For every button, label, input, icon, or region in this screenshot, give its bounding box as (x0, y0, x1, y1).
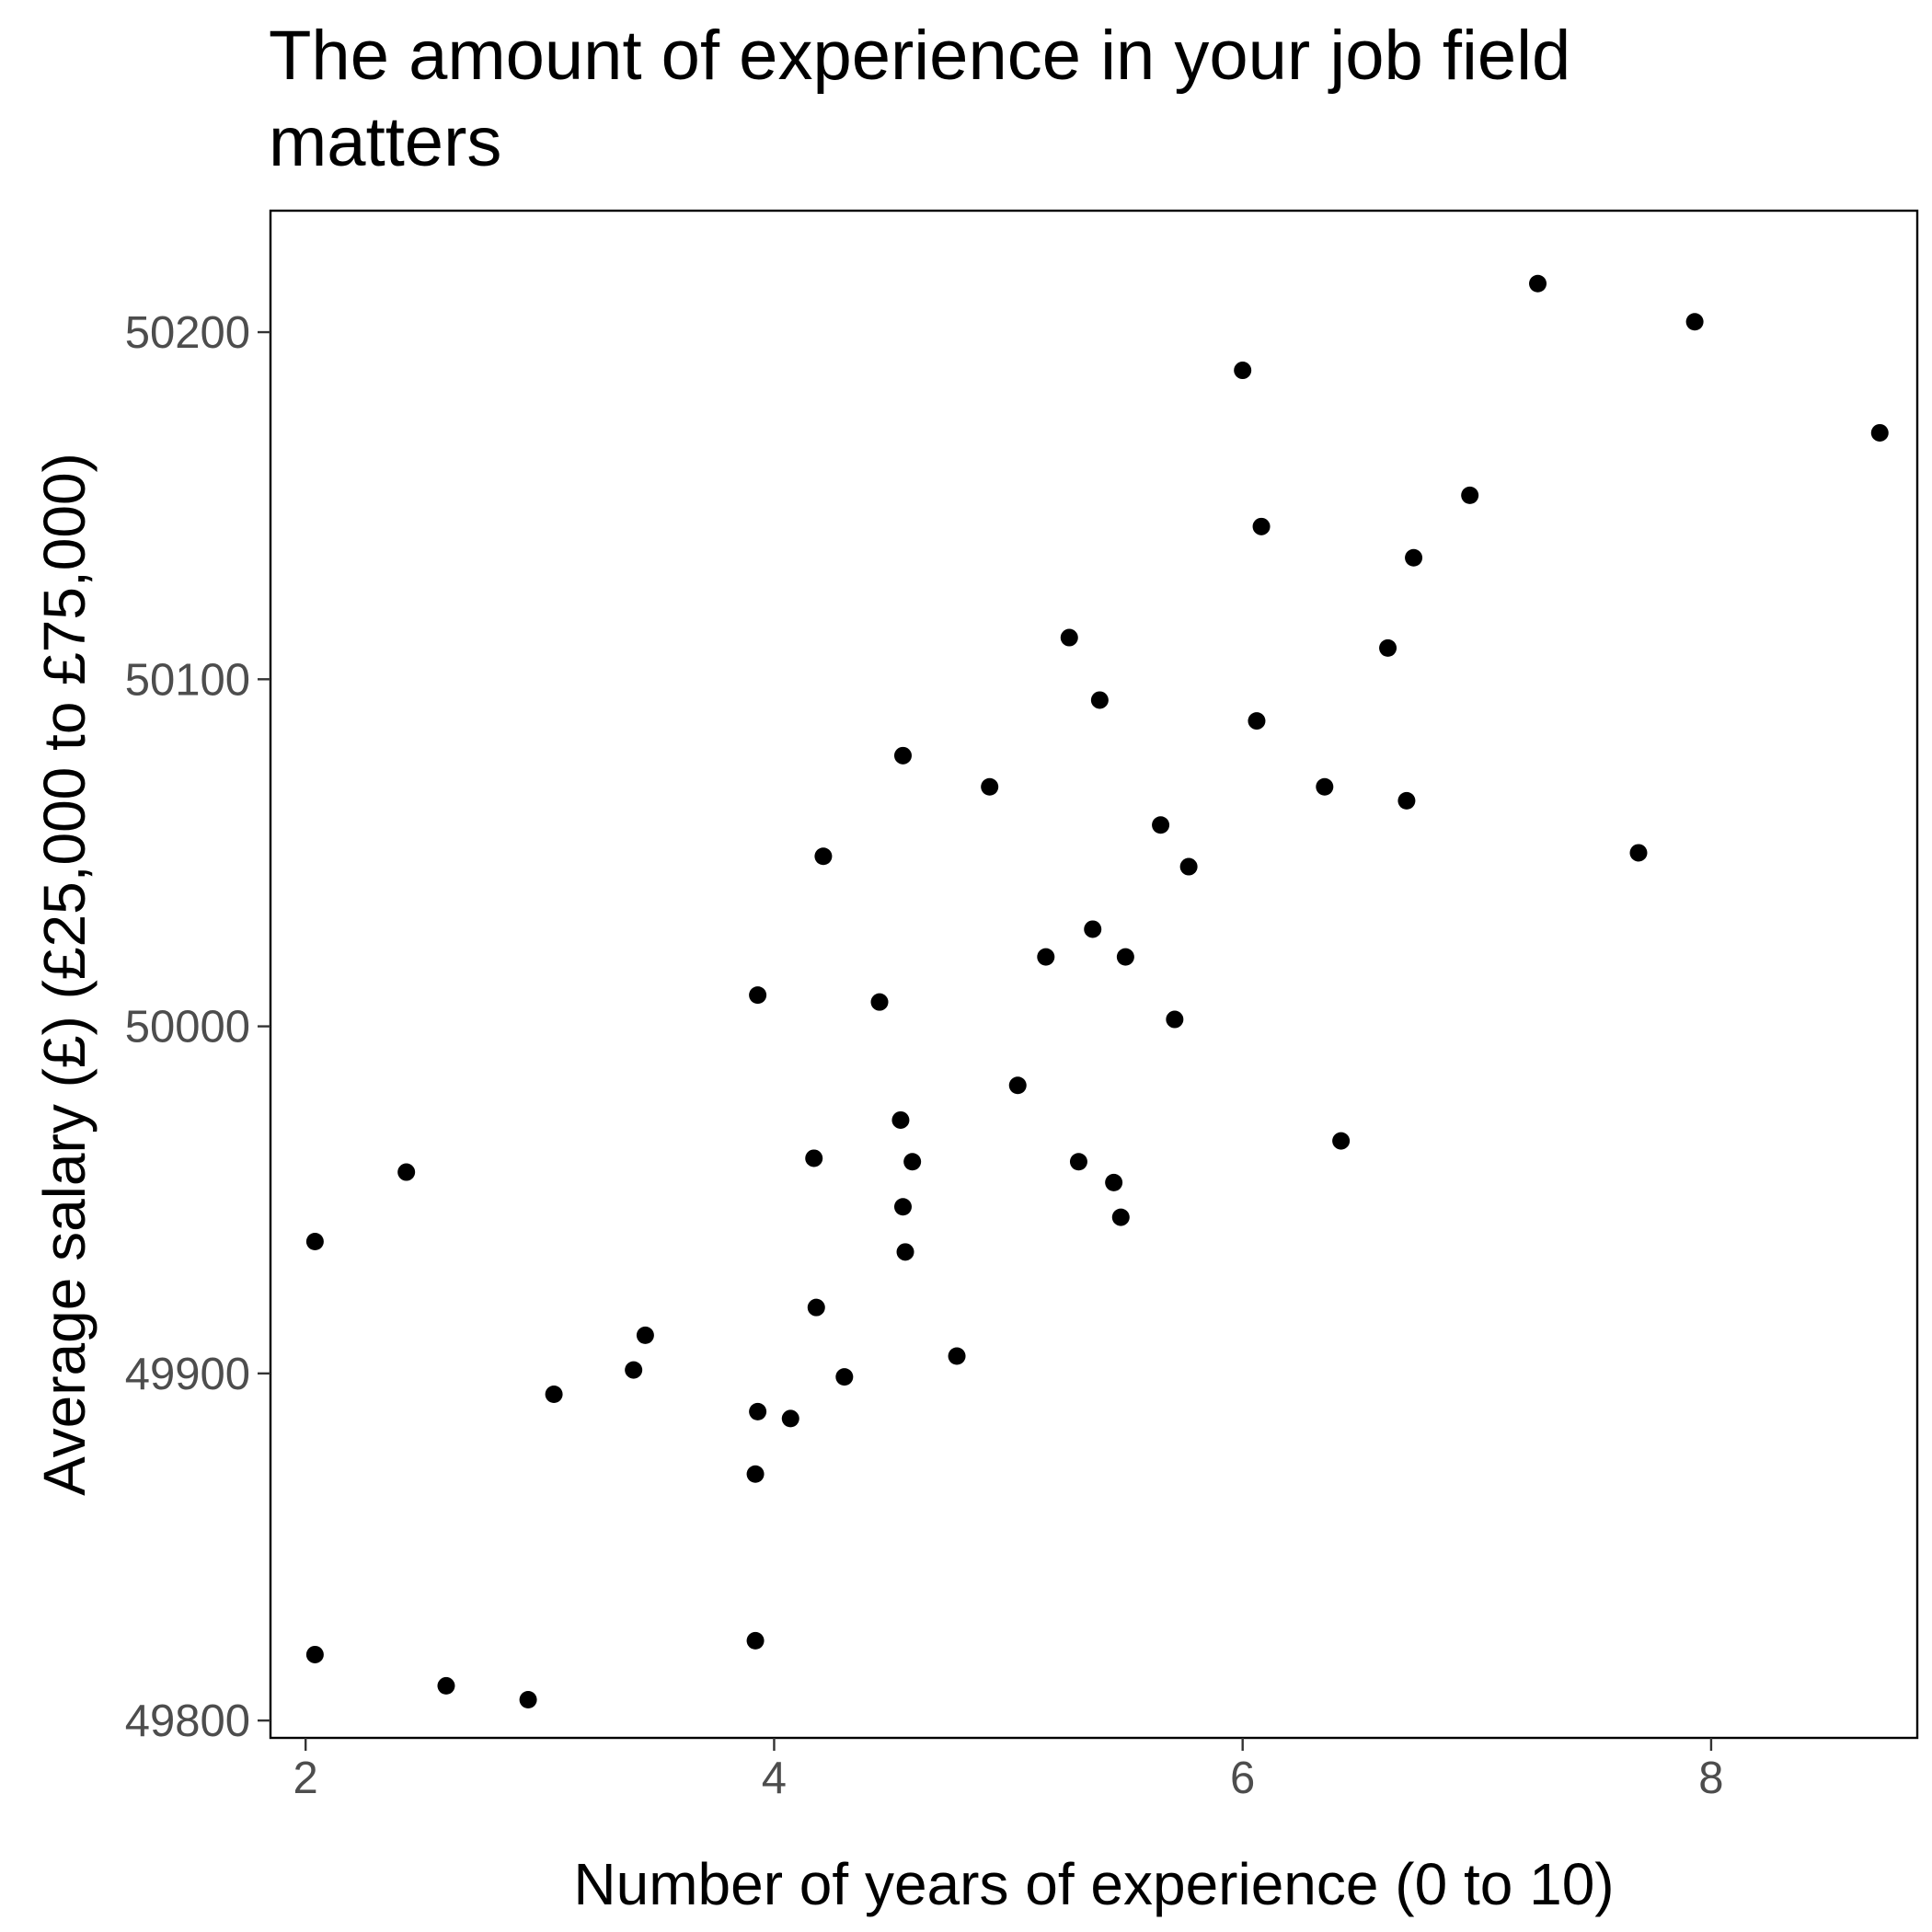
chart-title-line-1: The amount of experience in your job fie… (269, 17, 1570, 95)
data-point (1529, 274, 1547, 293)
data-points (305, 274, 1889, 1708)
data-point (807, 1298, 825, 1317)
data-point (746, 1465, 765, 1483)
chart-title-line-2: matters (269, 103, 501, 181)
data-point (891, 1110, 910, 1129)
data-point (1152, 816, 1170, 834)
data-point (1037, 948, 1055, 966)
x-tick-label: 8 (1698, 1754, 1723, 1803)
x-tick-label: 6 (1230, 1754, 1255, 1803)
x-axis-ticks: 2 4 6 8 (293, 1738, 1724, 1803)
data-point (545, 1386, 563, 1403)
data-point (814, 847, 833, 866)
data-point (1252, 517, 1271, 535)
data-point (1397, 791, 1416, 810)
data-point (948, 1347, 966, 1365)
data-point (1090, 691, 1109, 709)
y-axis-ticks: 49800 49900 50000 50100 50200 (125, 308, 270, 1746)
data-point (1105, 1173, 1123, 1191)
data-point (746, 1631, 765, 1650)
data-point (1405, 548, 1423, 567)
data-point (1166, 1010, 1184, 1029)
data-point (1084, 920, 1102, 938)
x-axis-title: Number of years of experience (0 to 10) (573, 1851, 1614, 1917)
data-point (305, 1233, 324, 1250)
data-point (981, 777, 999, 796)
data-point (835, 1368, 854, 1386)
chart-title: The amount of experience in your job fie… (269, 17, 1590, 181)
data-point (893, 746, 912, 765)
data-point (636, 1326, 654, 1344)
data-point (1069, 1153, 1087, 1171)
data-point (1008, 1076, 1027, 1095)
data-point (1332, 1132, 1351, 1150)
y-axis-title: Average salary (£) (£25,000 to £75,000) (31, 453, 98, 1496)
data-point (805, 1149, 823, 1167)
data-point (1870, 423, 1889, 442)
data-point (437, 1676, 455, 1695)
data-point (1179, 857, 1198, 876)
data-point (1234, 362, 1252, 380)
data-point (519, 1691, 537, 1708)
data-point (1461, 486, 1479, 504)
data-point (893, 1198, 912, 1216)
data-point (1685, 313, 1704, 331)
data-point (625, 1361, 643, 1379)
y-tick-label: 50000 (125, 1003, 250, 1052)
data-point (1060, 628, 1078, 647)
data-point (397, 1163, 416, 1181)
data-point (1116, 948, 1134, 966)
data-point (1629, 844, 1648, 862)
data-point (896, 1243, 914, 1261)
data-point (749, 986, 767, 1005)
x-tick-label: 2 (293, 1754, 318, 1803)
data-point (903, 1153, 922, 1171)
data-point (1316, 777, 1334, 796)
data-point (870, 993, 889, 1011)
x-tick-label: 4 (762, 1754, 787, 1803)
data-point (749, 1402, 767, 1420)
data-point (1248, 712, 1266, 730)
data-point (305, 1645, 324, 1663)
y-tick-label: 49800 (125, 1696, 250, 1746)
plot-panel (269, 209, 1919, 1740)
data-point (1379, 638, 1397, 657)
y-tick-label: 49900 (125, 1350, 250, 1399)
y-tick-label: 50200 (125, 308, 250, 358)
y-tick-label: 50100 (125, 655, 250, 705)
data-point (1111, 1208, 1130, 1226)
data-point (781, 1409, 799, 1428)
